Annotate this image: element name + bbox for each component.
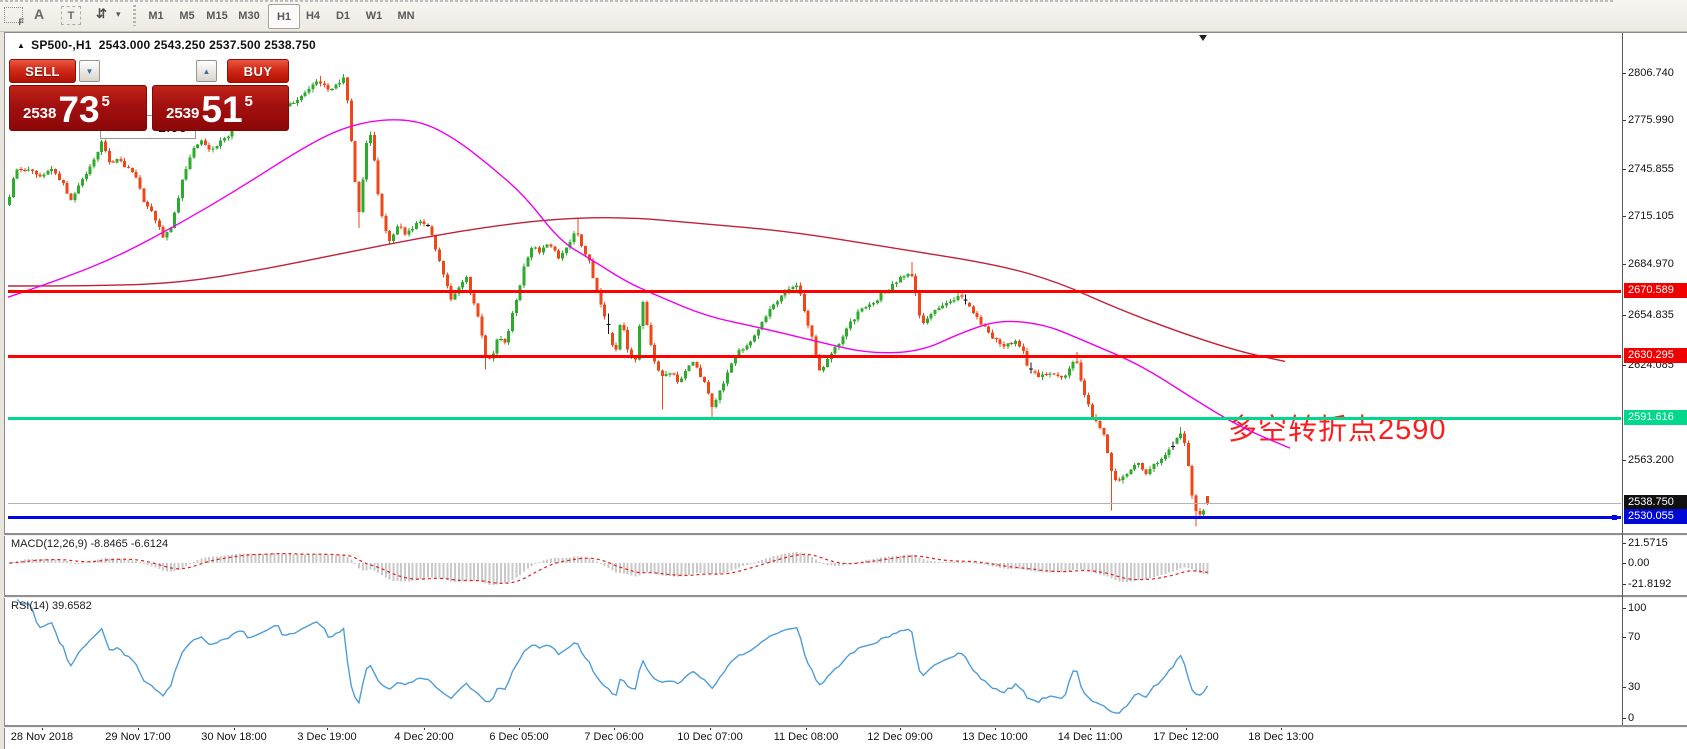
buy-price-big: 51 (201, 89, 243, 130)
candle (533, 246, 538, 250)
timeframe-H1[interactable]: H1 (268, 4, 300, 29)
buy-price-stem: 2539 (166, 105, 200, 122)
text-box-icon[interactable]: T (61, 6, 81, 25)
sell-price-stem: 2538 (23, 105, 57, 122)
rsi-line (16, 599, 1209, 714)
candle (671, 372, 676, 376)
toolbar: F A T ⇵ ▾ M1 M5 M15 M30 H1 H4 D1 W1 MN (0, 0, 1687, 32)
buy-price-sup: 5 (244, 93, 253, 110)
chart-shift-marker[interactable] (1199, 35, 1207, 41)
sell-price-big: 73 (58, 89, 100, 130)
candle (740, 348, 745, 354)
timeframe-M5[interactable]: M5 (179, 9, 195, 22)
candle (426, 223, 431, 227)
candle (1171, 441, 1175, 451)
candle (1044, 372, 1049, 376)
chart-title: ▲ SP500-,H1 2543.000 2543.250 2537.500 25… (17, 38, 316, 52)
time-axis-splitter[interactable] (4, 725, 1687, 728)
toolbar-drag-handle[interactable] (133, 5, 136, 26)
candle (291, 101, 296, 104)
timeframe-M30[interactable]: M30 (238, 9, 260, 22)
hline-bid-line (8, 503, 1621, 504)
timeframe-MN[interactable]: MN (397, 9, 415, 22)
text-label-icon[interactable]: A (34, 6, 45, 22)
collapse-panel-icon[interactable]: ▲ (17, 41, 26, 50)
macd-label: MACD(12,26,9) -8.8465 -6.6124 (11, 538, 169, 550)
volume-decrease-button[interactable]: ▼ (79, 60, 100, 82)
candle (1028, 362, 1033, 374)
chart-window: ▲ SP500-,H1 2543.000 2543.250 2537.500 25… (4, 32, 1687, 749)
buy-price-display[interactable]: 2539 51 5 (152, 85, 289, 131)
sell-button[interactable]: SELL (9, 59, 76, 83)
candle (499, 335, 503, 342)
rsi-pane-splitter[interactable] (4, 595, 1687, 598)
candle (111, 160, 116, 164)
one-click-trading-panel: SELL ▼ ▲ BUY 2538 73 5 2539 51 5 (9, 56, 291, 139)
macd-pane-splitter[interactable] (4, 533, 1687, 536)
candle (330, 88, 335, 91)
candle (606, 313, 611, 334)
hline-pivot-2591[interactable] (8, 417, 1621, 420)
price-axis-border[interactable] (1622, 33, 1623, 725)
hline-drag-handle[interactable] (1612, 515, 1617, 520)
candle (963, 294, 968, 305)
candle (1009, 341, 1014, 346)
hline-resistance-2670[interactable] (8, 290, 1621, 293)
hline-resistance-2630[interactable] (8, 355, 1621, 358)
arrows-tool-icon[interactable]: ⇵ (96, 6, 107, 21)
candle (994, 337, 999, 343)
timeframe-W1[interactable]: W1 (365, 9, 383, 22)
hline-support-2530[interactable] (8, 516, 1621, 519)
macd-signal-line (9, 552, 1208, 584)
volume-increase-button[interactable]: ▲ (196, 60, 217, 82)
candle (902, 274, 907, 280)
sell-price-display[interactable]: 2538 73 5 (9, 85, 147, 131)
candle (22, 168, 27, 172)
candle (1032, 369, 1037, 375)
timeframe-M1[interactable]: M1 (148, 9, 164, 22)
candle (1117, 477, 1122, 482)
timeframe-D1[interactable]: D1 (335, 9, 351, 22)
ma-slow (7, 216, 1286, 363)
timeframe-H4[interactable]: H4 (305, 9, 321, 22)
candles-layer (8, 74, 1210, 527)
candle (959, 293, 964, 299)
indicator-f-icon[interactable]: F (4, 7, 24, 27)
candle (668, 372, 672, 377)
chevron-down-icon[interactable]: ▾ (116, 9, 121, 19)
candle (19, 166, 23, 173)
ma-fast (7, 119, 1291, 449)
sell-price-sup: 5 (101, 93, 110, 110)
timeframe-M15[interactable]: M15 (206, 9, 228, 22)
buy-button[interactable]: BUY (227, 59, 289, 83)
rsi-label: RSI(14) 39.6582 (11, 600, 92, 612)
